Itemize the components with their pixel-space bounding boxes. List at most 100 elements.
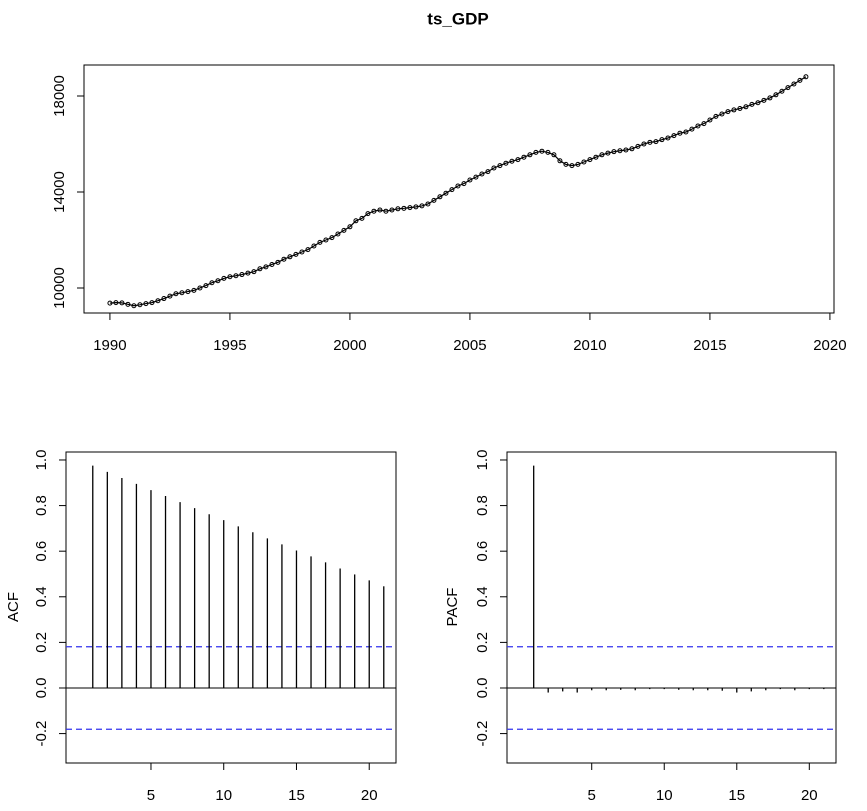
data-point [575,161,581,167]
data-point [137,302,143,308]
data-point [305,247,311,253]
data-point [161,296,167,302]
data-point [437,194,443,200]
data-point [521,154,527,160]
data-point [515,157,521,163]
chart-title: ts_GDP [427,9,488,28]
data-point [233,273,239,279]
data-point [419,203,425,209]
data-point [539,148,545,154]
x-tick-label: 1995 [213,337,246,354]
data-point [785,85,791,91]
data-point [299,249,305,255]
data-point [431,197,437,203]
data-point [767,95,773,101]
data-point [485,169,491,175]
data-point [281,256,287,262]
data-point [671,133,677,139]
y-axis-label: PACF [444,588,461,627]
data-point [155,298,161,304]
data-point [323,237,329,243]
data-point [269,261,275,267]
data-point [581,159,587,165]
data-point [149,300,155,306]
data-point [491,165,497,171]
x-tick-label: 10 [656,787,673,804]
x-tick-label: 20 [361,787,378,804]
data-point [317,239,323,245]
data-point [563,161,569,167]
y-tick-label: 0.6 [33,541,50,562]
data-point [113,300,119,306]
data-point [293,251,299,257]
data-point [377,207,383,213]
data-point [647,139,653,145]
data-point [245,270,251,276]
data-point [347,224,353,230]
data-point [503,160,509,166]
data-point [185,289,191,295]
data-point [173,291,179,297]
data-point [629,146,635,152]
data-point [635,143,641,149]
data-point [617,148,623,154]
data-point [545,149,551,155]
data-point [497,163,503,169]
x-tick-label: 1990 [93,337,126,354]
data-point [803,74,809,80]
data-point [779,88,785,94]
data-point [719,111,725,117]
data-point [389,207,395,213]
data-point [443,190,449,196]
x-tick-label: 15 [728,787,745,804]
data-point [713,113,719,119]
plot-frame [65,451,397,764]
data-point [125,301,131,307]
data-point [425,201,431,207]
y-tick-label: 1.0 [33,450,50,471]
data-point [107,300,113,306]
data-point [383,208,389,214]
y-tick-label: 0.2 [474,632,491,653]
data-point [311,243,317,249]
data-point [197,285,203,291]
data-point [743,104,749,110]
data-point [731,107,737,113]
data-point [263,264,269,270]
x-tick-label: 20 [801,787,818,804]
y-tick-label: 0.0 [474,678,491,699]
data-point [689,126,695,132]
data-point [623,147,629,153]
plot-frame [83,64,835,314]
data-point [371,208,377,214]
y-tick-label: 0.4 [474,586,491,607]
y-tick-label: -0.2 [33,721,50,747]
y-tick-label: 1.0 [474,450,491,471]
data-point [707,117,713,123]
data-point [395,206,401,212]
data-point [449,187,455,193]
data-point [167,293,173,299]
data-point [605,150,611,156]
data-point [251,269,257,275]
data-point [479,171,485,177]
data-point [257,266,263,272]
data-point [659,137,665,143]
data-point [599,152,605,158]
data-point [755,100,761,106]
data-point [641,141,647,147]
data-point [215,278,221,284]
y-tick-label: 10000 [51,267,68,309]
data-point [569,163,575,169]
data-point [143,301,149,307]
plot-frame [506,451,837,764]
data-point [557,158,563,164]
data-point [335,231,341,237]
y-tick-label: 0.4 [33,586,50,607]
data-point [359,215,365,221]
data-point [203,283,209,289]
data-point [737,105,743,111]
data-point [677,130,683,136]
data-point [227,274,233,280]
data-line [109,76,807,307]
